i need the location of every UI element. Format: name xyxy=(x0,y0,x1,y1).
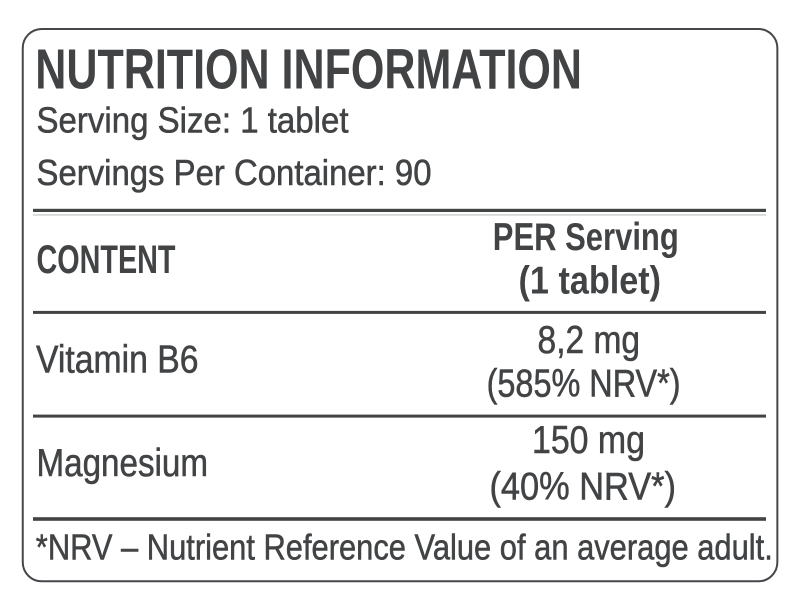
svg-text:(1 tablet): (1 tablet) xyxy=(519,259,662,302)
svg-text:NUTRITION INFORMATION: NUTRITION INFORMATION xyxy=(35,38,582,101)
svg-text:(585% NRV*): (585% NRV*) xyxy=(487,362,681,405)
svg-text:8,2 mg: 8,2 mg xyxy=(538,319,641,362)
svg-text:Magnesium: Magnesium xyxy=(37,442,209,485)
svg-text:(40% NRV*): (40% NRV*) xyxy=(489,465,676,508)
svg-text:*NRV – Nutrient Reference Valu: *NRV – Nutrient Reference Value of an av… xyxy=(36,527,773,568)
svg-text:PER Serving: PER Serving xyxy=(493,216,679,259)
svg-text:Servings Per Container: 90: Servings Per Container: 90 xyxy=(37,152,432,193)
svg-text:Vitamin B6: Vitamin B6 xyxy=(36,339,199,382)
svg-text:CONTENT: CONTENT xyxy=(37,238,176,282)
svg-text:150 mg: 150 mg xyxy=(532,419,645,462)
svg-text:Serving Size: 1 tablet: Serving Size: 1 tablet xyxy=(37,100,349,141)
